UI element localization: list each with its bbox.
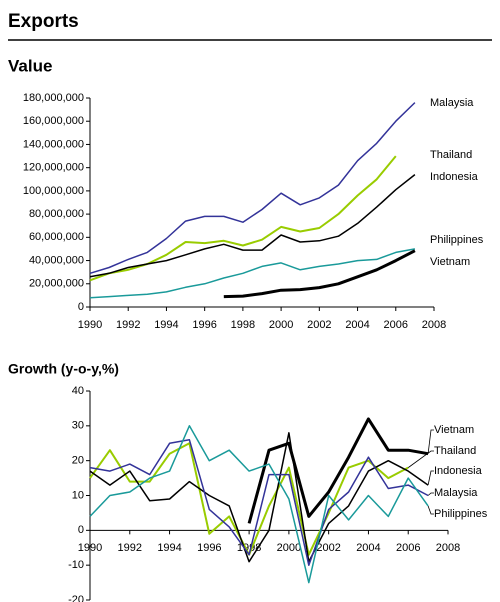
x-tick-label: 1990 (78, 319, 102, 331)
y-tick-label: 80,000,000 (29, 208, 84, 220)
chart-title: Value (8, 56, 52, 75)
page-title: Exports (8, 11, 79, 32)
series-line (89, 155, 397, 282)
y-tick-label: 160,000,000 (23, 115, 84, 127)
legend-label: Philippines (430, 234, 484, 246)
x-tick-label: 2008 (436, 542, 460, 554)
legend-label: Vietnam (434, 424, 474, 436)
legend-label: Indonesia (434, 465, 483, 477)
x-tick-label: 1996 (192, 319, 216, 331)
y-tick-label: -10 (68, 559, 84, 571)
x-tick-label: 1992 (118, 542, 142, 554)
x-tick-label: 1996 (197, 542, 221, 554)
x-tick-label: 1994 (154, 319, 178, 331)
y-tick-label: 40,000,000 (29, 254, 84, 266)
legend-label: Vietnam (430, 256, 470, 268)
legend-leader (427, 429, 434, 454)
series-line (223, 249, 416, 299)
series-line (89, 425, 429, 584)
legend-label: Malaysia (434, 487, 478, 499)
x-tick-label: 1998 (231, 319, 255, 331)
x-tick-label: 2000 (277, 542, 301, 554)
y-tick-label: 0 (78, 301, 84, 313)
legend-label: Thailand (430, 149, 472, 161)
series-line (89, 102, 416, 275)
x-tick-label: 1990 (78, 542, 102, 554)
series-line (89, 248, 416, 299)
x-tick-label: 2002 (316, 542, 340, 554)
legend-label: Indonesia (430, 171, 479, 183)
legend-label: Philippines (434, 508, 488, 520)
series-line (89, 442, 409, 556)
y-tick-label: 140,000,000 (23, 138, 84, 150)
y-tick-label: 10 (72, 489, 84, 501)
x-tick-label: 2008 (422, 319, 446, 331)
legend-leader (427, 492, 434, 496)
series-line (89, 439, 429, 566)
series-line (247, 417, 429, 524)
x-tick-label: 1994 (157, 542, 181, 554)
y-tick-label: 20,000,000 (29, 278, 84, 290)
legend-leader (427, 470, 434, 486)
chart-title: Growth (y-o-y,%) (8, 361, 119, 377)
legend-leader (407, 450, 434, 468)
y-tick-label: 40 (72, 385, 84, 397)
x-tick-label: 2002 (307, 319, 331, 331)
y-tick-label: 0 (78, 524, 84, 536)
series-line (89, 432, 429, 563)
legend-label: Thailand (434, 445, 476, 457)
y-tick-label: 180,000,000 (23, 92, 84, 104)
y-tick-label: 30 (72, 420, 84, 432)
x-tick-label: 1992 (116, 319, 140, 331)
y-tick-label: 20 (72, 455, 84, 467)
legend-leader (427, 505, 434, 515)
y-tick-label: 120,000,000 (23, 162, 84, 174)
x-tick-label: 2004 (345, 319, 369, 331)
x-tick-label: 2006 (384, 319, 408, 331)
legend-label: Malaysia (430, 97, 474, 109)
x-tick-label: 2006 (396, 542, 420, 554)
x-tick-label: 2000 (269, 319, 293, 331)
y-tick-label: 100,000,000 (23, 185, 84, 197)
y-tick-label: 60,000,000 (29, 231, 84, 243)
series-line (89, 174, 416, 278)
x-tick-label: 2004 (356, 542, 380, 554)
y-tick-label: -20 (68, 594, 84, 602)
